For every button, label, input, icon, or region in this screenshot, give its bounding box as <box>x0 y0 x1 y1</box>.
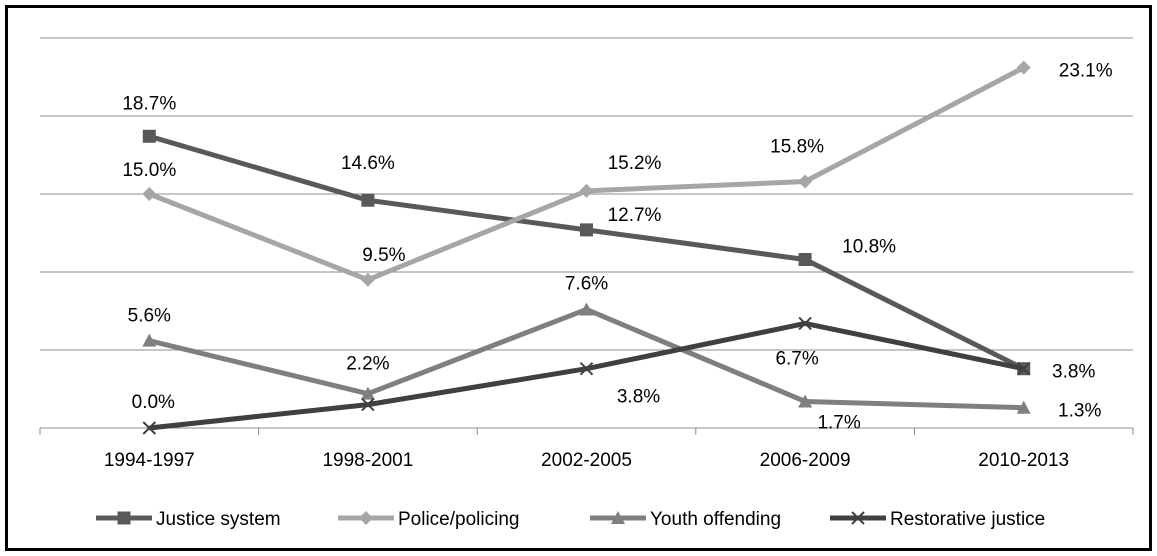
data-label: 3.8% <box>1052 362 1095 383</box>
data-point <box>579 302 594 316</box>
data-label: 15.0% <box>122 160 176 181</box>
data-labels: 18.7% 14.6% 12.7% 10.8% 3.8% 15.0% 9.5% 15.2% 15… <box>122 61 1112 434</box>
legend-marker <box>117 511 131 525</box>
x-tick-label: 2006-2009 <box>760 450 851 471</box>
x-marker-stroke <box>851 511 865 525</box>
x-marker-stroke <box>579 362 594 376</box>
data-point <box>361 397 375 412</box>
chart-frame: 1994-1997 1998-2001 2002-2005 2006-2009 2010… <box>5 5 1152 551</box>
series-justice-system <box>142 129 1031 376</box>
legend-item: Youth offending <box>590 509 781 530</box>
data-label: 2.2% <box>346 354 389 375</box>
data-point <box>360 386 375 400</box>
data-point <box>142 333 157 347</box>
data-point <box>798 174 813 189</box>
data-label: 18.7% <box>122 93 176 114</box>
data-label: 10.8% <box>842 237 896 258</box>
data-label: 15.8% <box>770 137 824 158</box>
data-point <box>798 253 812 267</box>
legend-label: Police/policing <box>398 509 519 530</box>
data-label: 1.3% <box>1058 401 1101 422</box>
series-line-restorative-justice <box>149 320 1025 431</box>
series-lines <box>142 60 1031 435</box>
legend-item: Police/policing <box>338 509 519 530</box>
legend-marker <box>611 511 625 524</box>
x-tick-label: 2002-2005 <box>541 450 632 471</box>
data-label: 14.6% <box>341 153 395 174</box>
legend-item: Justice system <box>96 509 281 530</box>
legend: Justice system Police/policing Youth offen… <box>96 509 1045 530</box>
data-point <box>1016 362 1031 376</box>
x-axis: 1994-1997 1998-2001 2002-2005 2006-2009 2010… <box>39 427 1134 471</box>
data-point <box>580 223 593 237</box>
data-label: 0.0% <box>132 392 175 413</box>
legend-label: Restorative justice <box>890 509 1045 530</box>
legend-marker <box>851 511 865 525</box>
x-marker-stroke <box>1016 362 1031 376</box>
series-line-youth-offending <box>148 306 1024 411</box>
data-point <box>361 193 375 207</box>
data-label: 1.7% <box>817 412 860 433</box>
series-restorative-justice <box>142 316 1031 435</box>
data-point <box>1016 60 1031 75</box>
x-tick-label: 1994-1997 <box>104 450 195 471</box>
data-label: 12.7% <box>608 205 662 226</box>
series-youth-offending <box>142 302 1031 414</box>
x-marker-stroke <box>361 397 375 412</box>
data-label: 5.6% <box>128 306 171 327</box>
data-label: 3.8% <box>617 387 660 408</box>
data-point <box>579 183 594 198</box>
legend-label: Youth offending <box>650 509 781 530</box>
legend-marker <box>359 511 373 525</box>
data-label: 9.5% <box>362 245 405 266</box>
series-police-policing <box>142 60 1031 287</box>
data-point <box>360 272 375 287</box>
data-label: 7.6% <box>565 273 608 294</box>
data-point <box>798 394 813 408</box>
line-chart: 1994-1997 1998-2001 2002-2005 2006-2009 2010… <box>39 37 1134 530</box>
data-point <box>1016 400 1031 414</box>
data-point <box>142 421 157 435</box>
x-tick-label: 1998-2001 <box>322 450 413 471</box>
x-tick-label: 2010-2013 <box>978 450 1069 471</box>
x-marker-stroke <box>142 421 157 435</box>
legend-item: Restorative justice <box>830 509 1045 530</box>
data-point <box>579 362 594 376</box>
data-point <box>142 129 156 143</box>
data-point <box>798 316 812 331</box>
x-marker-stroke <box>798 316 812 331</box>
data-label: 15.2% <box>608 153 662 174</box>
data-label: 6.7% <box>775 348 818 369</box>
legend-label: Justice system <box>156 509 281 530</box>
data-label: 23.1% <box>1059 61 1113 82</box>
data-point <box>142 187 157 201</box>
